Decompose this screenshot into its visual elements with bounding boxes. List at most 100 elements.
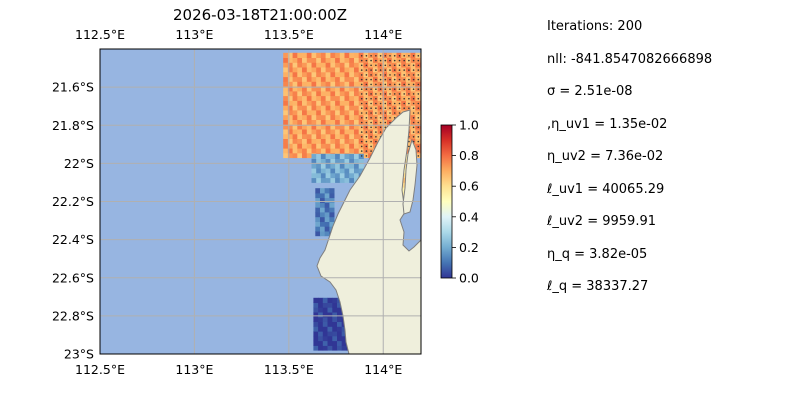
- stipple-dot: [389, 112, 391, 114]
- data-cell: [332, 326, 338, 332]
- data-cell: [313, 297, 319, 303]
- data-cell: [324, 197, 330, 203]
- stipple-dot: [389, 64, 391, 67]
- data-cell: [330, 129, 336, 135]
- data-cell: [292, 100, 298, 106]
- data-cell: [337, 302, 343, 308]
- stipple-dot: [408, 88, 410, 90]
- data-cell: [324, 192, 330, 199]
- x-tick-label: 112.5°E: [75, 362, 125, 377]
- stipple-dot: [379, 64, 382, 67]
- stipple-dot: [370, 121, 372, 124]
- stipple-dot: [360, 136, 363, 138]
- stipple-dot: [408, 69, 410, 71]
- stipple-dot: [403, 78, 406, 81]
- data-cell: [330, 71, 336, 78]
- data-cell: [330, 133, 336, 139]
- data-cell: [316, 52, 322, 58]
- data-cell: [339, 90, 345, 97]
- stipple-dot: [412, 121, 415, 124]
- data-cell: [297, 110, 303, 116]
- data-cell: [335, 52, 341, 58]
- data-cell: [320, 114, 326, 120]
- data-cell: [330, 86, 336, 92]
- data-cell: [344, 129, 350, 135]
- data-cell: [354, 138, 360, 144]
- data-cell: [327, 340, 333, 346]
- stipple-dot: [365, 83, 368, 86]
- data-cell: [330, 119, 336, 125]
- stipple-dot: [365, 145, 368, 148]
- data-cell: [335, 71, 341, 78]
- stipple-dot: [365, 69, 368, 71]
- data-cell: [335, 148, 341, 154]
- param-line: nll: -841.8547082666898: [547, 51, 713, 67]
- stipple-dot: [417, 93, 420, 95]
- data-cell: [349, 148, 355, 154]
- stipple-dot: [379, 97, 382, 100]
- data-cell: [283, 148, 289, 154]
- stipple-dot: [379, 131, 382, 133]
- data-cell: [318, 345, 324, 351]
- stipple-dot: [393, 102, 396, 105]
- y-tick-label: 22.8°S: [52, 308, 94, 323]
- x-tick-label: 113.5°E: [264, 362, 314, 377]
- data-cell: [292, 52, 298, 58]
- data-cell: [283, 105, 289, 111]
- data-cell: [320, 163, 326, 169]
- data-cell: [354, 71, 360, 78]
- data-cell: [354, 168, 360, 174]
- data-cell: [339, 143, 345, 149]
- x-tick-labels-top: 112.5°E 113°E 113.5°E 114°E: [75, 27, 402, 42]
- stipple-dot: [360, 155, 363, 157]
- stipple-dot: [375, 55, 377, 57]
- data-cell: [339, 158, 345, 164]
- stipple-dot: [370, 69, 372, 71]
- data-cell: [302, 119, 308, 125]
- coastline-island: [402, 138, 418, 215]
- data-cell: [315, 188, 321, 194]
- data-cell: [306, 119, 312, 125]
- data-cell: [354, 95, 360, 101]
- data-cell: [316, 86, 322, 92]
- data-cell: [354, 143, 360, 149]
- data-cell: [335, 110, 341, 116]
- data-cell: [297, 133, 303, 139]
- data-cell: [354, 129, 360, 135]
- data-cell: [287, 100, 293, 106]
- data-cell: [320, 143, 326, 149]
- param-line: ℓ_q = 38337.27: [547, 279, 649, 294]
- data-cell: [330, 138, 336, 144]
- data-cell: [339, 81, 345, 87]
- data-cell: [349, 90, 355, 97]
- y-tick-label: 21.6°S: [52, 80, 94, 95]
- data-cell: [316, 90, 322, 97]
- data-cell: [341, 326, 347, 332]
- data-cell: [332, 302, 338, 308]
- data-cell: [322, 297, 328, 303]
- data-cell: [316, 100, 322, 106]
- data-cell: [341, 345, 347, 351]
- data-cell: [302, 124, 308, 130]
- data-cell: [339, 177, 345, 183]
- colorbar-tick-label: 0.6: [459, 179, 479, 194]
- stipple-dot: [365, 102, 368, 105]
- data-cell: [292, 114, 298, 120]
- data-cell: [339, 163, 345, 169]
- stipple-dot: [393, 97, 396, 100]
- data-cell: [315, 212, 321, 218]
- stipple-dot: [379, 107, 382, 109]
- data-cell: [337, 316, 343, 322]
- data-cell: [292, 62, 298, 68]
- data-cell: [297, 71, 303, 78]
- data-cell: [322, 331, 328, 337]
- stipple-dot: [370, 150, 372, 152]
- stipple-dot: [375, 121, 377, 124]
- stipple-dot: [370, 117, 372, 119]
- data-cell: [311, 114, 317, 120]
- data-cell: [316, 62, 322, 68]
- stipple-dot: [389, 93, 391, 95]
- stipple-dot: [384, 121, 387, 124]
- stipple-dot: [412, 117, 415, 119]
- stipple-dot: [412, 55, 415, 57]
